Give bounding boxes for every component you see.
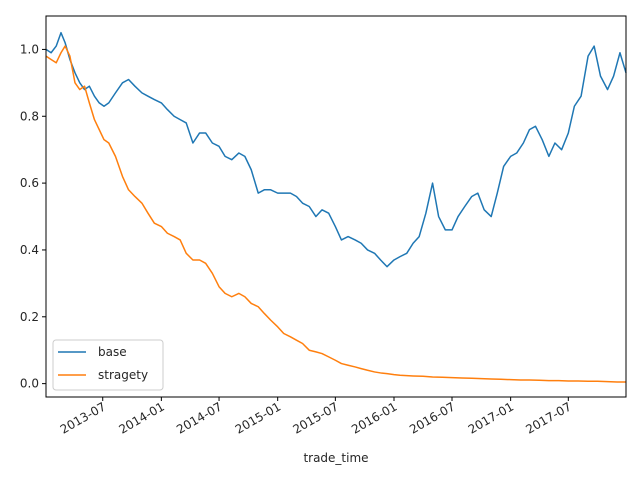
y-tick-label: 0.6 [20, 176, 39, 190]
y-tick-label: 0.0 [20, 377, 39, 391]
series-layer [45, 31, 627, 383]
y-tick-label: 0.4 [20, 243, 39, 257]
series-line-stragety [45, 45, 626, 383]
legend: base stragety [52, 339, 164, 391]
x-axis-label: trade_time [303, 451, 368, 465]
plot-frame [45, 15, 627, 398]
y-tick-label: 1.0 [20, 42, 39, 56]
y-axis: 0.0 0.2 0.4 0.6 0.8 1.0 [20, 42, 46, 391]
y-tick-label: 0.2 [20, 310, 39, 324]
series-line-base [45, 31, 627, 268]
y-tick-label: 0.8 [20, 109, 39, 123]
legend-label-stragety: stragety [98, 368, 148, 382]
legend-label-base: base [98, 345, 127, 359]
